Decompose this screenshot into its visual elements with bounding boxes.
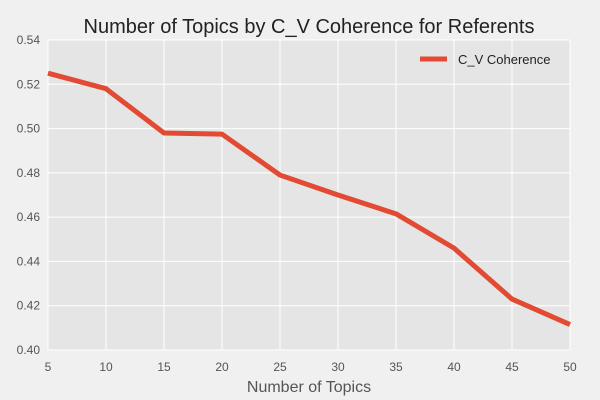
chart-title: Number of Topics by C_V Coherence for Re… — [84, 16, 535, 38]
legend-label: C_V Coherence — [458, 52, 551, 67]
grid-lines — [47, 39, 571, 351]
series-line — [47, 70, 572, 327]
y-tick-label: 0.52 — [17, 77, 41, 91]
x-tick-label: 40 — [447, 360, 461, 374]
y-tick-labels: 0.40 0.42 0.44 0.46 0.48 0.50 0.52 0.54 — [17, 33, 41, 357]
y-tick-label: 0.50 — [17, 122, 41, 136]
y-tick-label: 0.46 — [17, 210, 41, 224]
y-tick-label: 0.44 — [17, 254, 41, 268]
series-group — [47, 70, 572, 327]
x-tick-label: 5 — [45, 360, 52, 374]
x-tick-label: 15 — [157, 360, 171, 374]
x-axis-label: Number of Topics — [247, 379, 371, 396]
x-tick-label: 25 — [273, 360, 287, 374]
x-tick-label: 20 — [215, 360, 229, 374]
plot-area — [48, 40, 570, 350]
x-tick-label: 10 — [99, 360, 113, 374]
x-tick-label: 50 — [563, 360, 577, 374]
x-tick-label: 35 — [389, 360, 403, 374]
legend: C_V Coherence — [420, 52, 551, 67]
x-tick-labels: 5 10 15 20 25 30 35 40 45 50 — [45, 360, 577, 374]
y-tick-label: 0.48 — [17, 166, 41, 180]
y-tick-label: 0.40 — [17, 343, 41, 357]
y-tick-label: 0.42 — [17, 299, 41, 313]
x-tick-label: 45 — [505, 360, 519, 374]
x-tick-label: 30 — [331, 360, 345, 374]
y-tick-label: 0.54 — [17, 33, 41, 47]
